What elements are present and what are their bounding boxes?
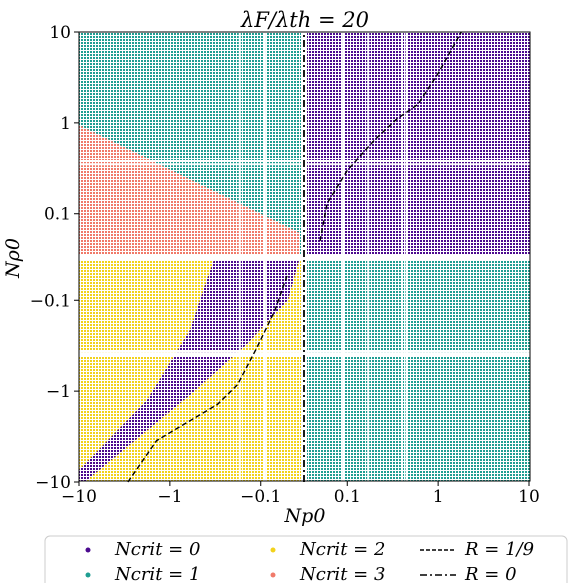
legend-label: Ncrit = 1	[114, 564, 200, 583]
y-tick-label: −10	[35, 473, 71, 493]
plot-area: −10 −1 −0.1 0.1 1 10 10 1 0.1 −0.1 −1 −10	[30, 23, 540, 507]
chart-title: λF/λth = 20	[240, 8, 369, 32]
region-ncrit-0-band	[79, 257, 300, 481]
y-tick-label: −0.1	[30, 291, 71, 311]
x-tick-label: 10	[518, 487, 540, 507]
x-tick-label: −10	[61, 487, 97, 507]
y-tick-label: 10	[49, 23, 71, 43]
series-line-r-1-9-0	[127, 272, 289, 483]
y-tick-label: −1	[46, 382, 71, 402]
y-tick-label: 1	[60, 114, 71, 134]
x-tick-label: −0.1	[240, 487, 281, 507]
region-ncrit-0-top-right	[304, 32, 530, 257]
legend-label: R = 0	[464, 564, 517, 583]
x-tick-label: 0.1	[334, 487, 361, 507]
region-ncrit-3	[79, 125, 300, 257]
legend-marker	[270, 572, 276, 578]
legend-label: Ncrit = 3	[299, 564, 385, 583]
legend-label: R = 1/9	[464, 539, 534, 560]
legend: Ncrit = 0 Ncrit = 2 R = 1/9 Ncrit = 1 Ncrit …	[44, 535, 568, 583]
plot-frame	[78, 31, 531, 482]
legend-marker	[270, 547, 276, 553]
legend-marker	[85, 572, 91, 578]
y-tick-label: 0.1	[44, 205, 71, 225]
x-tick-label: 1	[433, 487, 444, 507]
region-ncrit-1-bottom-right	[304, 257, 530, 481]
y-axis-label: Nρ0	[2, 238, 24, 279]
legend-label: Ncrit = 2	[299, 539, 385, 560]
x-tick-label: −1	[157, 487, 182, 507]
legend-marker	[85, 547, 91, 553]
legend-frame	[44, 535, 568, 583]
series-line-r-1-9-1	[319, 31, 462, 242]
x-axis-label: Np0	[284, 505, 326, 527]
legend-label: Ncrit = 0	[114, 539, 200, 560]
